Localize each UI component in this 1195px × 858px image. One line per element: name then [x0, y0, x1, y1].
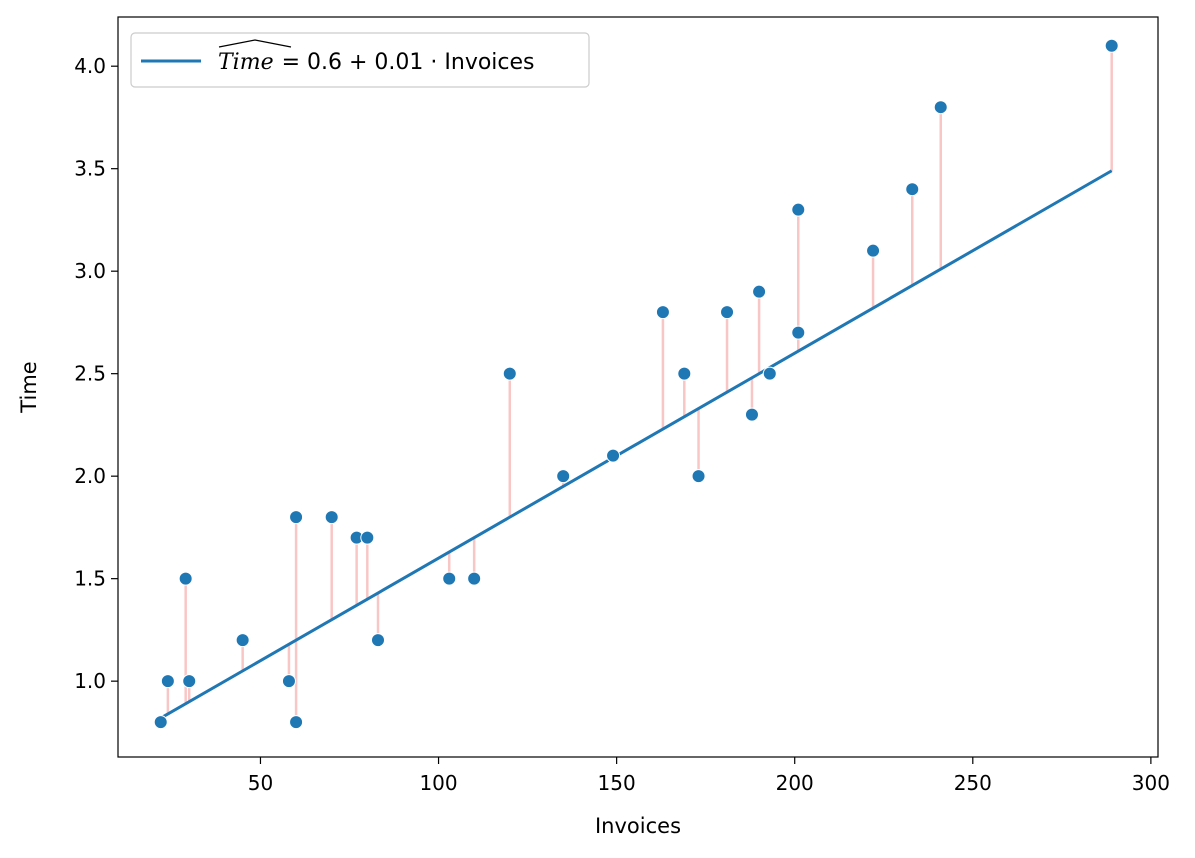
data-point-1	[160, 674, 175, 689]
data-point-13	[467, 571, 482, 586]
y-tick-label-2: 2.0	[74, 464, 106, 488]
data-point-29	[1104, 38, 1119, 53]
legend-box	[130, 32, 590, 88]
data-point-21	[744, 407, 759, 422]
data-point-20	[720, 305, 735, 320]
y-tick-label-5: 3.5	[74, 157, 106, 181]
data-point-12	[442, 571, 457, 586]
legend-equation-rest: = 0.6 + 0.01 · Invoices	[282, 50, 535, 75]
data-point-17	[655, 305, 670, 320]
data-point-16	[606, 448, 621, 463]
plot-frame	[117, 16, 1159, 758]
data-point-14	[502, 366, 517, 381]
data-point-18	[677, 366, 692, 381]
data-point-24	[791, 202, 806, 217]
data-point-27	[905, 182, 920, 197]
data-point-7	[289, 715, 304, 730]
data-point-8	[324, 510, 339, 525]
legend: Time = 0.6 + 0.01 · Invoices	[130, 32, 590, 88]
legend-entry: Time = 0.6 + 0.01 · Invoices	[218, 50, 535, 75]
data-point-22	[752, 284, 767, 299]
legend-hat-mark	[218, 39, 292, 48]
y-axis-label: Time	[17, 361, 41, 413]
data-point-10	[360, 530, 375, 545]
x-axis-ticks: 50 100 150 200 250 300	[248, 757, 1170, 795]
data-point-19	[691, 469, 706, 484]
data-point-0	[153, 715, 168, 730]
data-point-23	[762, 366, 777, 381]
data-point-25	[791, 325, 806, 340]
data-points	[153, 38, 1119, 730]
data-point-26	[866, 243, 881, 258]
x-tick-label-5: 300	[1132, 771, 1170, 795]
data-point-6	[289, 510, 304, 525]
x-axis-label: Invoices	[595, 814, 681, 838]
legend-math-term: Time	[218, 50, 274, 75]
x-tick-label-1: 100	[419, 771, 457, 795]
y-axis-ticks: 1.0 1.5 2.0 2.5 3.0 3.5 4.0	[74, 54, 118, 693]
x-tick-label-4: 250	[954, 771, 992, 795]
y-tick-label-0: 1.0	[74, 669, 106, 693]
data-point-2	[178, 571, 193, 586]
y-tick-label-4: 3.0	[74, 259, 106, 283]
residual-lines	[159, 45, 1113, 723]
x-tick-label-0: 50	[248, 771, 273, 795]
data-point-5	[281, 674, 296, 689]
y-tick-label-1: 1.5	[74, 567, 106, 591]
data-point-11	[371, 633, 385, 648]
data-point-15	[556, 469, 571, 484]
regression-line	[159, 169, 1113, 720]
data-point-28	[933, 100, 948, 115]
x-tick-label-3: 200	[776, 771, 814, 795]
x-tick-label-2: 150	[598, 771, 636, 795]
data-point-3	[182, 674, 197, 689]
data-point-4	[235, 633, 250, 648]
y-tick-label-6: 4.0	[74, 54, 106, 78]
y-tick-label-3: 2.5	[74, 362, 106, 386]
